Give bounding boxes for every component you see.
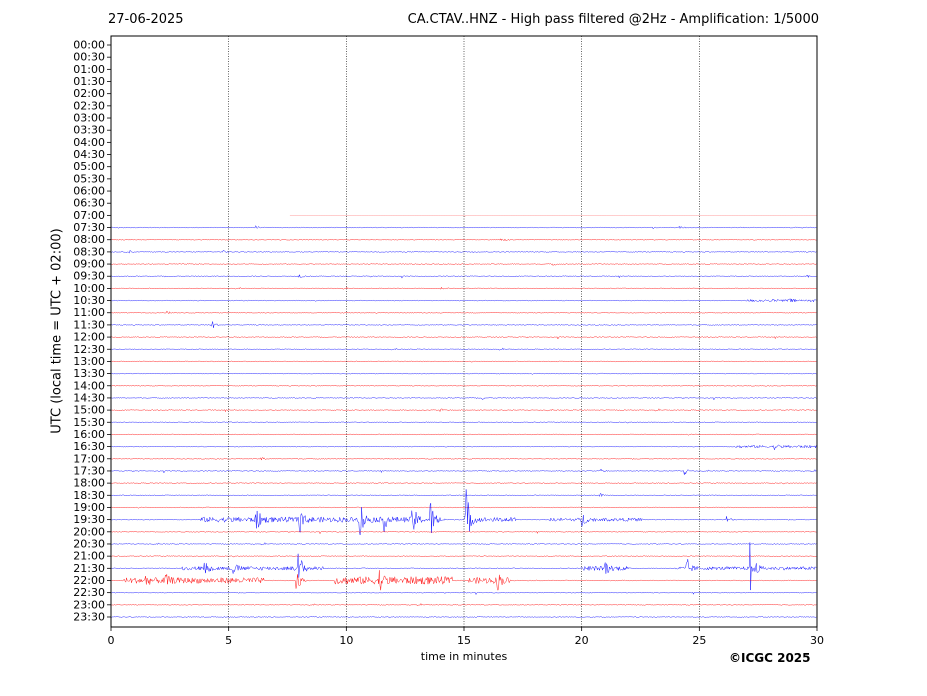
trace-layer [110,215,817,619]
y-tick-label: 09:00 [73,258,105,271]
x-tick-label: 10 [339,634,353,647]
y-tick-label: 19:30 [73,513,105,526]
seismic-trace-0800 [110,238,817,242]
seismic-trace-2200 [110,570,817,592]
y-tick-label: 10:30 [73,294,105,307]
x-tick-label: 15 [457,634,471,647]
y-tick-label: 09:30 [73,270,105,283]
y-tick-label: 06:00 [73,185,105,198]
y-tick-label: 19:00 [73,501,105,514]
date-label: 27-06-2025 [108,12,184,27]
seismic-trace-1300 [110,360,817,363]
y-tick-label: 14:30 [73,391,105,404]
y-tick-label: 13:30 [73,367,105,380]
seismic-trace-2130 [110,542,817,591]
seismic-trace-1000 [110,286,817,290]
seismic-trace-1830 [110,493,817,498]
y-tick-label: 00:00 [73,39,105,52]
y-tick-label: 22:00 [73,574,105,587]
y-tick-label: 01:00 [73,63,105,76]
y-tick-label: 03:30 [73,124,105,137]
y-tick-label: 10:00 [73,282,105,295]
y-tick-label: 08:00 [73,233,105,246]
seismic-trace-1630 [110,444,817,451]
y-tick-label: 04:00 [73,136,105,149]
y-tick-label: 17:00 [73,452,105,465]
seismic-trace-2100 [110,555,817,558]
y-tick-label: 23:30 [73,610,105,623]
y-tick-label: 12:30 [73,343,105,356]
y-tick-label: 02:30 [73,99,105,112]
seismic-trace-0830 [110,249,817,254]
y-tick-label: 01:30 [73,75,105,88]
seismic-trace-1800 [110,482,817,485]
y-tick-label: 02:00 [73,87,105,100]
y-tick-label: 15:00 [73,404,105,417]
y-tick-label: 05:00 [73,160,105,173]
gridline-layer [228,36,700,627]
seismic-trace-2300 [110,602,817,607]
seismic-trace-2230 [110,591,817,596]
copyright-label: ©ICGC 2025 [729,651,811,665]
seismic-trace-1200 [110,336,817,340]
seismic-trace-1900 [110,506,817,509]
seismic-trace-2330 [110,616,817,619]
seismic-trace-1330 [110,372,817,375]
x-tick-label: 5 [225,634,232,647]
x-tick-layer: 0 5 10 15 20 25 30 [108,627,824,647]
y-tick-label: 18:00 [73,477,105,490]
x-tick-label: 20 [575,634,589,647]
y-tick-label: 00:30 [73,51,105,64]
y-tick-label: 11:00 [73,306,105,319]
seismic-trace-1600 [110,433,817,436]
seismic-trace-1400 [110,384,817,387]
y-tick-label: 20:30 [73,537,105,550]
seismic-trace-1530 [110,421,817,424]
y-tick-label: 15:30 [73,416,105,429]
y-tick-label: 06:30 [73,197,105,210]
seismic-trace-1500 [110,408,817,413]
chart-title: CA.CTAV..HNZ - High pass filtered @2Hz -… [407,12,819,27]
seismic-trace-2000 [110,531,817,535]
seismic-trace-1930 [110,489,817,536]
y-tick-label: 18:30 [73,489,105,502]
y-tick-label: 22:30 [73,586,105,599]
seismic-trace-2030 [110,542,817,546]
y-tick-label: 03:00 [73,112,105,125]
seismic-trace-0700 [289,215,817,218]
x-tick-label: 30 [810,634,824,647]
seismic-trace-0900 [110,263,817,266]
y-tick-label: 11:30 [73,318,105,331]
seismic-trace-1100 [110,310,817,315]
seismic-trace-1700 [110,457,817,461]
x-axis-label: time in minutes [420,650,508,663]
y-tick-layer: 00:0000:3001:0001:3002:0002:3003:0003:30… [73,39,111,623]
x-tick-label: 25 [692,634,706,647]
seismic-trace-0930 [110,273,817,279]
y-tick-label: 07:30 [73,221,105,234]
y-tick-label: 21:30 [73,562,105,575]
y-tick-label: 21:00 [73,550,105,563]
y-tick-label: 20:00 [73,525,105,538]
y-tick-label: 23:00 [73,598,105,611]
y-tick-label: 08:30 [73,245,105,258]
seismic-trace-1230 [110,347,817,351]
y-tick-label: 05:30 [73,172,105,185]
y-tick-label: 13:00 [73,355,105,368]
seismic-trace-1730 [110,468,817,475]
seismic-trace-1130 [110,321,817,328]
y-tick-label: 14:00 [73,379,105,392]
y-tick-label: 17:30 [73,464,105,477]
y-tick-label: 16:00 [73,428,105,441]
y-tick-label: 16:30 [73,440,105,453]
y-tick-label: 07:00 [73,209,105,222]
x-tick-label: 0 [108,634,115,647]
y-tick-label: 12:00 [73,331,105,344]
y-tick-label: 04:30 [73,148,105,161]
seismic-trace-0730 [110,225,817,230]
seismic-trace-1030 [110,298,817,303]
seismic-trace-1430 [110,397,817,401]
